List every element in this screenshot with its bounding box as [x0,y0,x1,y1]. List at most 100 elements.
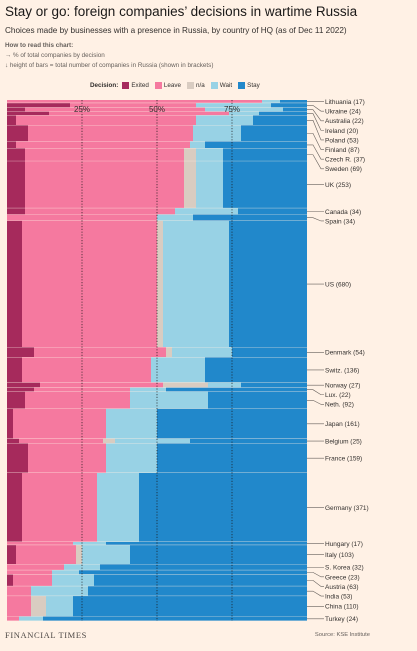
legend-label-wait: Wait [219,82,233,89]
bar-sweden-69-wait [196,148,223,162]
bar-uk-253-wait [196,161,223,209]
bar-ukraine-24-stay [271,103,307,108]
bar-norway-27-exited [7,382,40,388]
bar-china-110-stay [73,596,307,617]
country-label-norway-27: Norway (27) [325,383,360,390]
bar-austria-63-exited [7,574,13,587]
bar-hungary-17-wait [73,541,106,546]
country-label-japan-161: Japan (161) [325,421,360,428]
bar-norway-27-stay [241,382,307,388]
bar-france-159-wait [106,443,157,473]
country-label-neth-92: Neth. (92) [325,402,354,409]
legend-swatch-wait [210,82,218,89]
country-label-ireland-20: Ireland (20) [325,128,358,135]
bar-switz-136-leave [22,357,151,383]
label-leader-india-53 [307,590,324,597]
country-label-spain-34: Spain (34) [325,218,355,225]
legend: Decision: Exited Leave n/a Wait Stay [90,82,266,89]
legend-swatch-stay [238,82,246,89]
legend-item-stay: Stay [238,82,260,89]
bar-czech-r-37-wait [190,141,205,149]
bar-neth-92-exited [7,391,25,409]
bar-australia-22-stay [283,107,307,112]
label-leader-ukraine-24 [307,105,324,112]
bar-ireland-20-stay [259,111,307,116]
country-label-denmark-54: Denmark (54) [325,350,365,357]
legend-label-stay: Stay [247,82,260,89]
chart-subtitle: Choices made by businesses with a presen… [5,26,347,35]
bar-switz-136-exited [7,357,22,383]
bar-norway-27-leave [40,382,163,388]
legend-title: Decision: [90,82,119,89]
bar-czech-r-37-stay [205,141,307,149]
bar-finland-87-exited [7,125,28,142]
bar-italy-103-exited [7,545,16,565]
bar-switz-136-stay [205,357,307,383]
country-label-hungary-17: Hungary (17) [325,541,363,548]
country-label-lux-22: Lux. (22) [325,392,351,399]
bar-belgium-25-stay [190,438,307,444]
bar-turkey-24-leave [7,616,19,621]
bar-denmark-54-wait [172,347,232,358]
bar-turkey-24-stay [43,616,307,621]
x-tick-label-25: 25% [74,105,90,114]
country-label-india-53: India (53) [325,593,352,600]
country-label-germany-371: Germany (371) [325,505,369,512]
legend-item-exited: Exited [122,82,149,89]
publisher-logo: FINANCIAL TIMES [5,630,87,640]
label-leader-spain-34 [307,217,324,222]
bar-italy-103-leave [16,545,76,565]
bar-germany-371-exited [7,472,22,542]
bar-greece-23-stay [79,570,307,575]
bar-turkey-24-wait [19,616,43,621]
country-label-greece-23: Greece (23) [325,574,360,581]
bar-us-680-leave [22,220,157,348]
country-label-uk-253: UK (253) [325,182,351,189]
country-label-czech-r-37: Czech R. (37) [325,157,365,164]
bar-czech-r-37-leave [16,141,190,149]
bar-italy-103-stay [130,545,307,565]
label-leader-austria-63 [307,580,324,587]
bar-japan-161-exited [7,408,13,439]
country-label-turkey-24: Turkey (24) [325,616,358,623]
label-leader-poland-53 [307,120,324,141]
country-label-ukraine-24: Ukraine (24) [325,109,361,116]
country-label-belgium-25: Belgium (25) [325,439,362,446]
bar-canada-34-exited [7,208,25,215]
bar-us-680-wait [163,220,229,348]
country-label-lithuania-17: Lithuania (17) [325,99,365,106]
bar-ireland-20-wait [229,111,259,116]
bar-poland-53-leave [16,115,196,126]
label-leader-neth-92 [307,399,324,405]
bar-spain-34-wait [157,214,193,221]
label-leader-lux-22 [307,389,324,396]
legend-label-exited: Exited [131,82,149,89]
bar-china-110-n-a [31,596,46,617]
bar-norway-27-wait [208,382,241,388]
bar-spain-34-stay [193,214,307,221]
legend-swatch-na [187,82,195,89]
label-leader-ireland-20 [307,113,324,131]
bar-czech-r-37-exited [7,141,16,149]
legend-item-wait: Wait [210,82,233,89]
bar-ukraine-24-exited [7,103,70,108]
bar-poland-53-stay [253,115,307,126]
bar-belgium-25-wait [115,438,190,444]
label-leader-australia-22 [307,109,324,122]
bar-uk-253-stay [223,161,307,209]
x-tick-label-75: 75% [224,105,240,114]
bar-denmark-54-n-a [166,347,172,358]
bar-austria-63-stay [94,574,307,587]
country-label-austria-63: Austria (63) [325,584,359,591]
legend-swatch-leave [154,82,162,89]
country-label-us-680: US (680) [325,281,351,288]
legend-item-leave: Leave [154,82,181,89]
label-leader-finland-87 [307,133,324,150]
bar-belgium-25-leave [19,438,103,444]
bar-denmark-54-exited [7,347,34,358]
bar-sweden-69-exited [7,148,25,162]
label-leader-sweden-69 [307,154,324,170]
bar-switz-136-wait [151,357,205,383]
source-note: Source: KSE Institute [314,632,370,638]
